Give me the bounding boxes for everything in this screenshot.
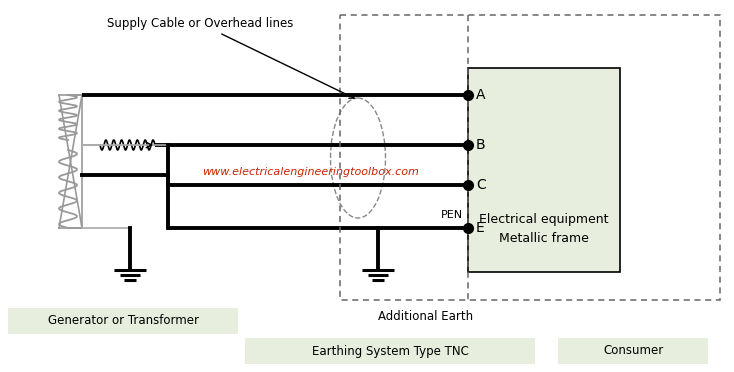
Text: Earthing System Type TNC: Earthing System Type TNC (311, 344, 468, 357)
Text: E: E (476, 221, 484, 235)
Text: B: B (476, 138, 486, 152)
Text: PEN: PEN (441, 210, 463, 220)
Text: www.electricalengineeringtoolbox.com: www.electricalengineeringtoolbox.com (202, 167, 418, 177)
Text: Supply Cable or Overhead lines: Supply Cable or Overhead lines (107, 17, 354, 98)
Bar (8, 308, 238, 334)
Bar (468, 68, 620, 272)
Text: C: C (476, 178, 486, 192)
Bar (245, 338, 535, 364)
Text: Metallic frame: Metallic frame (499, 231, 589, 244)
Text: A: A (476, 88, 485, 102)
Text: Additional Earth: Additional Earth (378, 310, 473, 323)
Bar (558, 338, 708, 364)
Text: Consumer: Consumer (603, 344, 663, 357)
Bar (340, 15, 720, 300)
Text: Generator or Transformer: Generator or Transformer (48, 314, 198, 327)
Text: Electrical equipment: Electrical equipment (479, 214, 608, 227)
